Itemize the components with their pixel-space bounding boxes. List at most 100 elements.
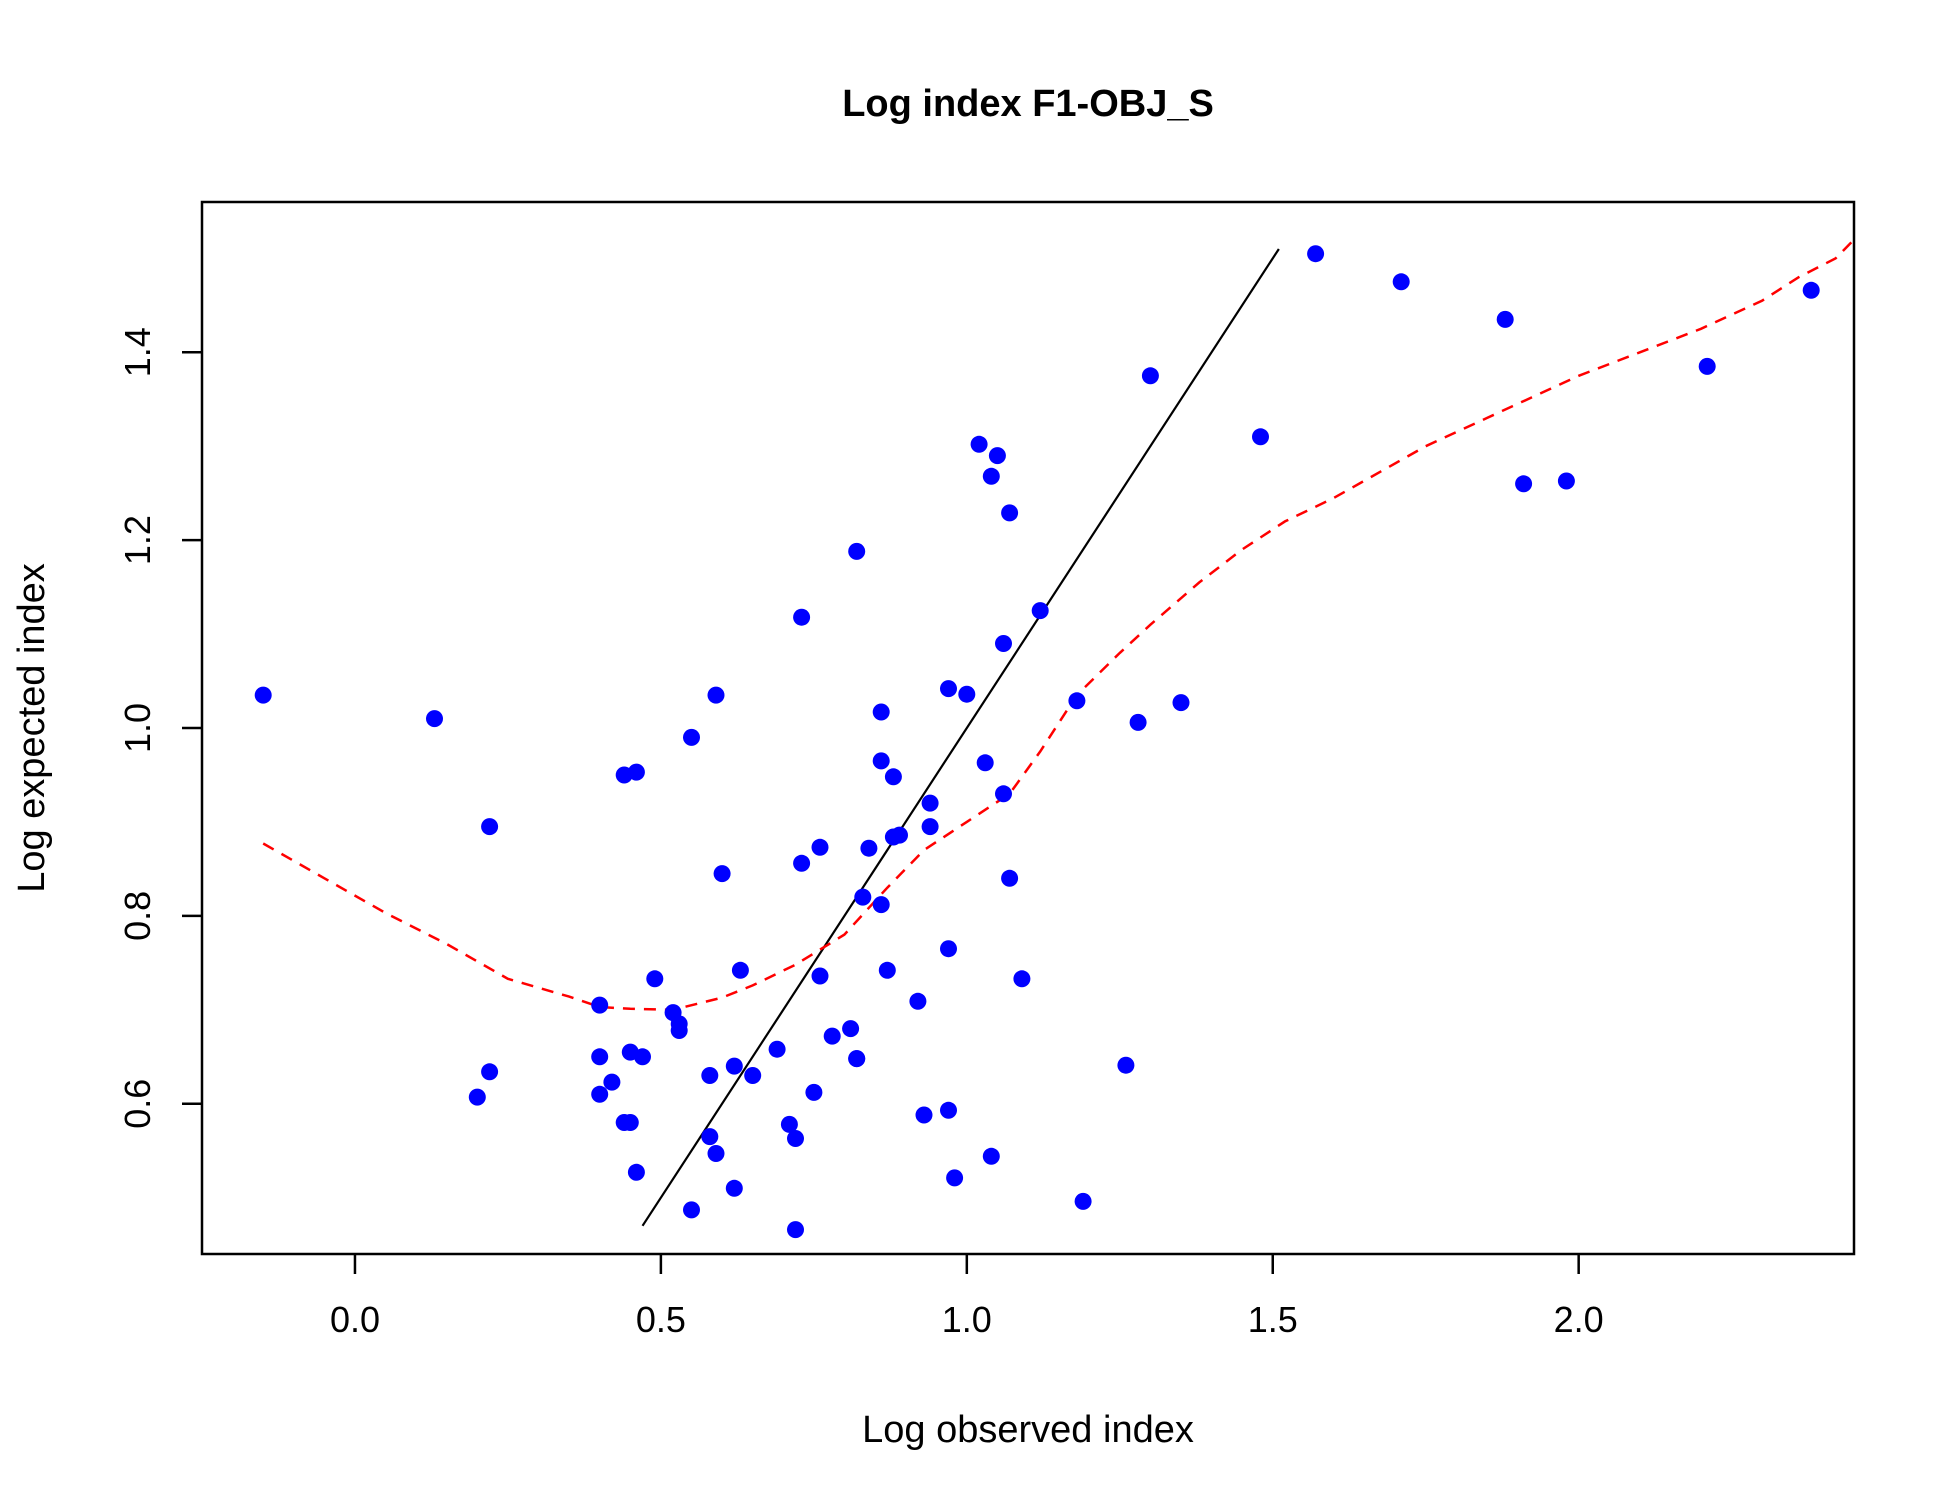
data-point <box>426 710 443 728</box>
data-point <box>1001 504 1019 522</box>
axes: 0.0 0.5 1.0 1.5 2.0 0.6 0.8 1.0 1.2 1.4 <box>117 327 1604 1340</box>
data-point <box>1557 472 1575 490</box>
data-point <box>982 1147 1000 1165</box>
data-point <box>891 826 908 844</box>
data-point <box>481 1063 499 1081</box>
data-point <box>701 1067 719 1084</box>
data-point <box>768 1040 786 1058</box>
data-point <box>848 1050 866 1068</box>
data-point <box>940 680 957 698</box>
data-point <box>854 888 872 906</box>
data-point <box>744 1067 762 1084</box>
data-point <box>946 1169 964 1187</box>
x-axis-label: Log observed index <box>862 1409 1194 1451</box>
y-tick-label: 1.2 <box>117 515 158 565</box>
data-point <box>670 1015 688 1033</box>
plot-area <box>254 238 1854 1239</box>
data-point <box>627 763 645 781</box>
data-point <box>1172 694 1190 712</box>
data-point <box>1252 428 1269 446</box>
x-tick-label: 2.0 <box>1554 1299 1604 1340</box>
smoother-line <box>262 238 1854 1012</box>
data-point <box>787 1130 804 1147</box>
data-point <box>603 1073 621 1091</box>
data-point <box>909 992 927 1010</box>
data-point <box>793 608 811 626</box>
data-point <box>627 1163 645 1181</box>
data-point <box>707 686 725 704</box>
data-point <box>1802 281 1820 299</box>
data-point <box>1013 970 1031 988</box>
y-tick-label: 1.4 <box>117 327 158 377</box>
data-point <box>988 447 1006 465</box>
x-tick-label: 0.0 <box>330 1299 380 1340</box>
data-point <box>634 1048 651 1066</box>
data-point <box>976 754 994 772</box>
y-tick-label: 0.6 <box>117 1079 158 1129</box>
data-point <box>793 854 811 872</box>
data-point <box>780 1115 798 1133</box>
data-point <box>940 940 957 958</box>
data-point <box>872 896 890 914</box>
data-point <box>921 818 939 836</box>
x-tick-label: 1.0 <box>942 1299 992 1340</box>
data-point <box>591 996 609 1014</box>
data-point <box>1392 273 1410 291</box>
data-point <box>683 1201 700 1219</box>
data-point <box>872 703 890 721</box>
data-point <box>468 1088 486 1106</box>
data-point <box>823 1027 841 1045</box>
chart-title: Log index F1-OBJ_S <box>842 83 1214 125</box>
x-tick-label: 1.5 <box>1248 1299 1298 1340</box>
data-point <box>884 768 902 786</box>
data-point <box>848 542 866 560</box>
data-point <box>787 1221 804 1239</box>
data-point <box>621 1114 639 1131</box>
data-point <box>725 1179 743 1197</box>
data-point <box>915 1106 933 1124</box>
data-point <box>701 1128 719 1146</box>
data-point <box>683 728 700 746</box>
data-point <box>811 838 829 856</box>
data-point <box>982 467 1000 485</box>
data-point <box>1307 245 1325 263</box>
data-point <box>921 794 939 812</box>
data-point <box>713 865 731 883</box>
data-point <box>995 785 1012 803</box>
data-point <box>860 839 878 857</box>
data-point <box>1117 1056 1135 1074</box>
y-tick-label: 1.0 <box>117 703 158 753</box>
data-point <box>1515 475 1533 493</box>
data-point <box>731 961 749 979</box>
data-point <box>1074 1192 1092 1210</box>
data-point <box>878 961 896 979</box>
data-point <box>481 818 499 836</box>
data-point <box>1141 367 1159 385</box>
y-axis-label: Log expected index <box>11 563 53 893</box>
data-point <box>995 635 1012 652</box>
data-point <box>872 752 890 770</box>
data-point <box>805 1083 823 1101</box>
x-tick-label: 0.5 <box>636 1299 686 1340</box>
data-point <box>1031 602 1049 620</box>
data-point <box>707 1145 725 1162</box>
data-point <box>940 1101 957 1119</box>
y-tick-label: 0.8 <box>117 891 158 941</box>
data-point <box>591 1085 609 1103</box>
data-point <box>958 685 976 703</box>
identity-line <box>641 248 1280 1227</box>
data-point <box>1496 310 1514 328</box>
data-point <box>811 967 829 985</box>
data-point <box>842 1020 860 1038</box>
data-point <box>1129 713 1147 731</box>
data-point <box>970 435 988 453</box>
data-point <box>1001 869 1019 887</box>
data-point <box>591 1048 609 1066</box>
data-point <box>646 970 664 988</box>
data-point <box>254 686 272 704</box>
data-point <box>1068 692 1086 710</box>
data-point <box>1698 357 1716 375</box>
plot-frame <box>200 200 1856 1256</box>
data-point <box>725 1057 743 1075</box>
